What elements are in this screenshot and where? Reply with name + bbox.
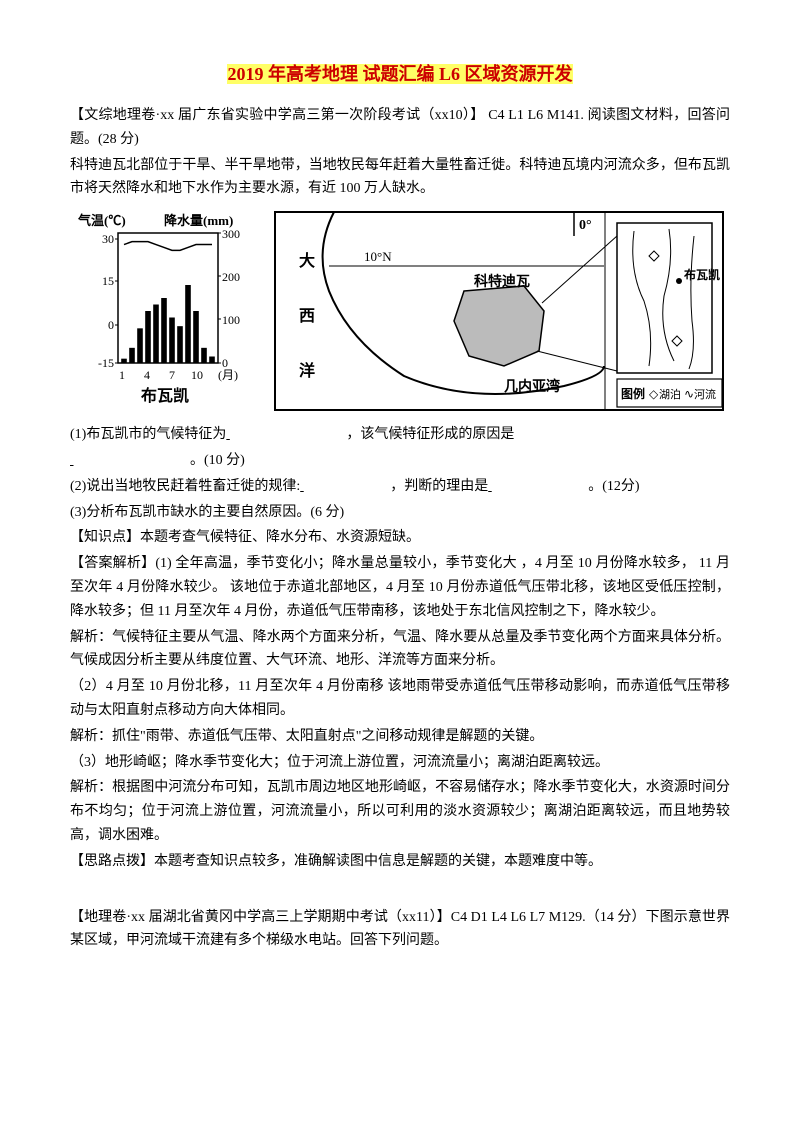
question-2: (2)说出当地牧民赶着牲畜迁徙的规律: ，判断的理由是 。(12分) (70, 475, 730, 499)
answer-2: （2）4 月至 10 月份北移，11 月至次年 4 月份南移 该地雨带受赤道低气… (70, 675, 730, 723)
blank (70, 449, 190, 473)
regional-map: 0° 10°N 大 西 洋 科特迪瓦 几内亚湾 (268, 211, 730, 411)
document-page: 2019 年高考地理 试题汇编 L6 区域资源开发 【文综地理卷·xx 届广东省… (0, 0, 800, 995)
svg-text:7: 7 (169, 368, 175, 382)
inset-map (617, 223, 712, 373)
source-info: 【文综地理卷·xx 届广东省实验中学高三第一次阶段考试（xx10）】 C4 L1… (70, 104, 730, 152)
blank (226, 423, 346, 447)
svg-text:0: 0 (108, 318, 114, 332)
ocean-label-3: 洋 (299, 361, 315, 380)
svg-text:-15: -15 (98, 356, 114, 370)
blank (300, 475, 390, 499)
svg-text:30: 30 (102, 232, 114, 246)
title-text-1: 年高考地理 试题汇编 L6 (263, 64, 464, 84)
lat-label: 10°N (364, 249, 392, 264)
map-legend: 图例 ◇ 湖泊 ∿ 河流 (617, 379, 722, 407)
temp-ticks: 30 15 0 -15 (98, 232, 118, 370)
svg-text:(月): (月) (218, 368, 238, 382)
title-year: 2019 (227, 64, 263, 84)
gulf-label: 几内亚湾 (504, 378, 560, 395)
svg-text:◇: ◇ (649, 387, 659, 401)
ocean-label-1: 大 (299, 251, 315, 270)
svg-text:∿: ∿ (684, 387, 694, 401)
temp-line (124, 242, 212, 251)
svg-text:300: 300 (222, 227, 240, 241)
answer-3: （3）地形崎岖；降水季节变化大；位于河流上游位置，河流流量小；离湖泊距离较远。 (70, 751, 730, 775)
climate-chart: 气温(℃) 降水量(mm) 30 15 0 -15 300 200 100 0 (70, 211, 260, 411)
answer-1-explain: 解析：气候特征主要从气温、降水两个方面来分析，气温、降水要从总量及季节变化两个方… (70, 626, 730, 674)
precip-ticks: 300 200 100 0 (218, 227, 240, 370)
source-info-2: 【地理卷·xx 届湖北省黄冈中学高三上学期期中考试（xx11）】C4 D1 L4… (70, 906, 730, 954)
answer-3-explain: 解析：根据图中河流分布可知，瓦凯市周边地区地形崎岖，不容易储存水；降水季节变化大… (70, 776, 730, 847)
question-1-cont: 。(10 分) (70, 449, 730, 473)
svg-text:河流: 河流 (694, 387, 716, 401)
title-topic: 区域资源开发 (465, 64, 573, 84)
x-ticks: 1 4 7 10 (月) (119, 368, 238, 382)
city-label: 布瓦凯 (684, 267, 720, 282)
question-1: (1)布瓦凯市的气候特征为 ，该气候特征形成的原因是 (70, 423, 730, 447)
svg-text:100: 100 (222, 313, 240, 327)
chart-frame (118, 233, 218, 363)
svg-text:湖泊: 湖泊 (659, 388, 681, 401)
knowledge-point: 【知识点】本题考查气候特征、降水分布、水资源短缺。 (70, 526, 730, 550)
ocean-label-2: 西 (299, 307, 315, 325)
city-marker (676, 278, 682, 284)
figure-row: 气温(℃) 降水量(mm) 30 15 0 -15 300 200 100 0 (70, 211, 730, 411)
blank (488, 475, 588, 499)
tip: 【思路点拨】本题考查知识点较多，准确解读图中信息是解题的关键，本题难度中等。 (70, 850, 730, 874)
context-paragraph: 科特迪瓦北部位于干旱、半干旱地带，当地牧民每年赶着大量牲畜迁徙。科特迪瓦境内河流… (70, 154, 730, 202)
svg-text:图例: 图例 (621, 386, 645, 401)
answer-1: 【答案解析】(1) 全年高温，季节变化小；降水量总量较小，季节变化大 ，4 月至… (70, 552, 730, 623)
question-3: (3)分析布瓦凯市缺水的主要自然原因。(6 分) (70, 501, 730, 525)
precip-axis-label: 降水量(mm) (164, 213, 233, 228)
country-label: 科特迪瓦 (474, 273, 530, 290)
svg-text:200: 200 (222, 270, 240, 284)
precip-bars (121, 285, 215, 363)
temp-axis-label: 气温(℃) (78, 213, 126, 228)
lon-label: 0° (579, 218, 592, 233)
climate-city-label: 布瓦凯 (141, 386, 189, 405)
country-region (454, 286, 544, 366)
svg-text:1: 1 (119, 368, 125, 382)
answer-2-explain: 解析：抓住"雨带、赤道低气压带、太阳直射点"之间移动规律是解题的关键。 (70, 725, 730, 749)
svg-text:15: 15 (102, 274, 114, 288)
page-title: 2019 年高考地理 试题汇编 L6 区域资源开发 (70, 60, 730, 86)
svg-text:10: 10 (191, 368, 203, 382)
svg-text:4: 4 (144, 368, 150, 382)
